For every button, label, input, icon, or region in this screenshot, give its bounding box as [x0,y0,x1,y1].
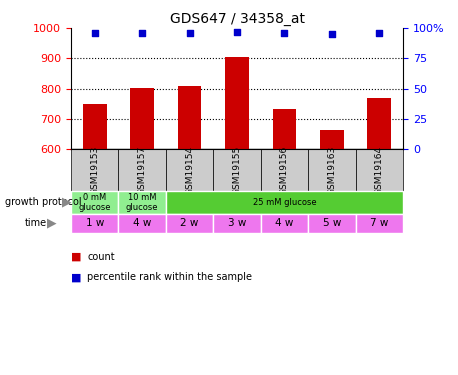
Bar [71,149,119,191]
Text: 4 w: 4 w [133,218,151,228]
Bar [308,214,355,232]
Text: 1 w: 1 w [86,218,104,228]
Bar [308,149,355,191]
Text: growth protocol: growth protocol [5,197,81,207]
Bar [166,149,213,191]
Text: GSM19155: GSM19155 [233,146,241,195]
Bar [367,98,391,149]
Text: 4 w: 4 w [275,218,294,228]
Bar [119,214,166,232]
Bar [166,191,403,214]
Point [186,30,193,36]
Text: GSM19153: GSM19153 [90,146,99,195]
Point [376,30,383,36]
Text: 0 mM
glucose: 0 mM glucose [78,192,111,212]
Point [91,30,98,36]
Text: ■: ■ [71,273,82,282]
Text: 25 mM glucose: 25 mM glucose [253,198,316,207]
Point [328,31,336,37]
Text: 7 w: 7 w [370,218,388,228]
Bar [178,86,202,149]
Text: ▶: ▶ [47,216,57,229]
Text: 5 w: 5 w [323,218,341,228]
Text: GSM19157: GSM19157 [138,146,147,195]
Bar [71,214,119,232]
Text: time: time [25,218,47,228]
Bar [355,149,403,191]
Bar [320,130,344,149]
Title: GDS647 / 34358_at: GDS647 / 34358_at [169,12,305,26]
Bar [119,149,166,191]
Text: percentile rank within the sample: percentile rank within the sample [87,273,252,282]
Bar [213,149,261,191]
Text: ■: ■ [71,252,82,262]
Text: 2 w: 2 w [180,218,199,228]
Text: GSM19156: GSM19156 [280,146,289,195]
Point [233,29,241,35]
Bar [71,191,119,214]
Bar [273,109,296,149]
Bar [213,214,261,232]
Text: count: count [87,252,114,262]
Bar [261,149,308,191]
Text: GSM19154: GSM19154 [185,146,194,195]
Point [138,30,146,36]
Bar [166,214,213,232]
Text: GSM19164: GSM19164 [375,146,384,195]
Point [281,30,288,36]
Text: ▶: ▶ [62,196,71,209]
Bar [355,214,403,232]
Bar [83,104,107,149]
Text: 3 w: 3 w [228,218,246,228]
Bar [130,88,154,149]
Text: 10 mM
glucose: 10 mM glucose [126,192,158,212]
Bar [225,57,249,149]
Text: GSM19163: GSM19163 [327,146,336,195]
Bar [261,214,308,232]
Bar [119,191,166,214]
